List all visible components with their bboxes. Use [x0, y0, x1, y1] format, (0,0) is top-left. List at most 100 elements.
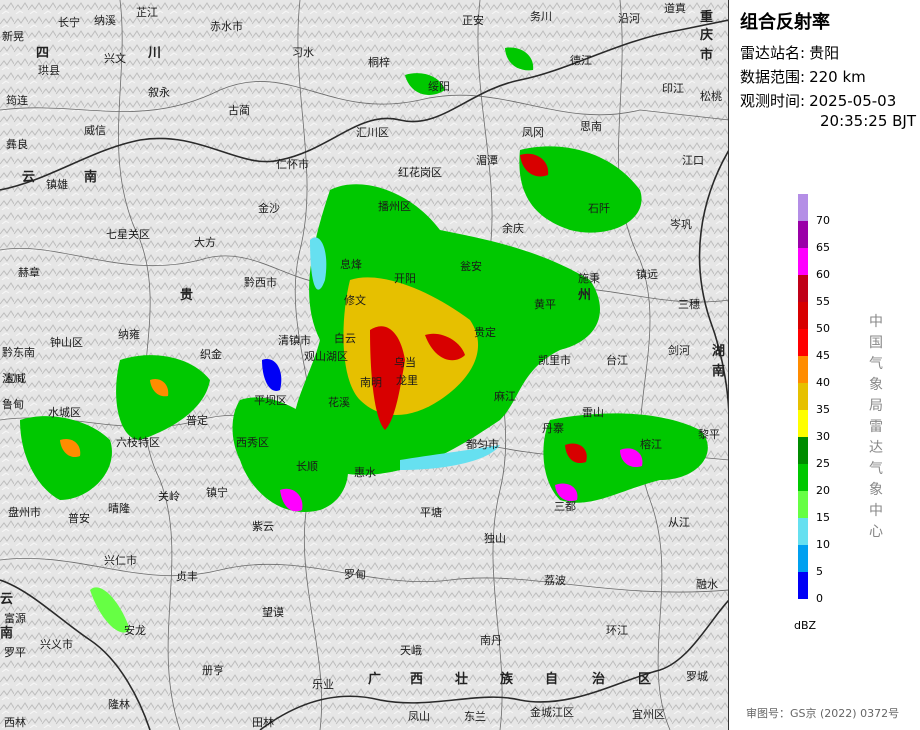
legend-swatch-5 — [798, 545, 808, 572]
province-label: 族 — [500, 672, 514, 687]
place-label: 大方 — [194, 236, 216, 249]
legend-label-15: 15 — [816, 511, 830, 524]
station-label: 雷达站名: — [740, 44, 806, 62]
info-panel: 组合反射率 雷达站名: 贵阳 数据范围: 220 km 观测时间: 2025-05-0… — [730, 0, 920, 730]
place-label: 施秉 — [578, 272, 600, 285]
place-label: 余庆 — [502, 222, 524, 235]
place-label: 凯里市 — [538, 354, 571, 367]
place-label: 镇远 — [636, 268, 658, 281]
place-label: 剑河 — [668, 344, 690, 357]
legend-label-60: 60 — [816, 268, 830, 281]
place-label: 黄平 — [534, 298, 556, 311]
legend-swatch-10 — [798, 518, 808, 545]
place-label: 凤山 — [408, 710, 430, 723]
station-row: 雷达站名: 贵阳 — [740, 42, 839, 63]
map-canvas — [0, 0, 728, 730]
radar-map[interactable]: 四 川 云 南 贵 州 重 庆 市 湖 南 广 西 壮 族 自 治 区 云 南 … — [0, 0, 729, 730]
legend-label-20: 20 — [816, 484, 830, 497]
place-label: 凤冈 — [522, 126, 544, 139]
place-label: 荔波 — [544, 574, 566, 587]
place-label: 紫云 — [252, 520, 274, 533]
province-label: 云 — [0, 592, 14, 607]
time-row: 观测时间: 2025-05-03 — [740, 90, 896, 111]
place-label: 芷江 — [136, 6, 158, 19]
province-label: 重 — [700, 10, 714, 25]
place-label: 纳雍 — [118, 328, 140, 341]
place-label: 纳溪 — [94, 14, 116, 27]
place-label: 三穗 — [678, 298, 700, 311]
legend-label-5: 5 — [816, 565, 823, 578]
range-label: 数据范围: — [740, 68, 806, 86]
place-label: 德江 — [570, 54, 592, 67]
place-label: 威信 — [84, 124, 106, 137]
place-label: 环江 — [606, 624, 628, 637]
legend-label-45: 45 — [816, 349, 830, 362]
place-label: 宜州区 — [632, 708, 665, 721]
place-label: 平塘 — [420, 506, 442, 519]
range-value: 220 km — [809, 68, 866, 86]
place-label: 彝良 — [6, 138, 28, 151]
province-label: 自 — [545, 672, 559, 687]
product-title: 组合反射率 — [740, 12, 830, 33]
place-label: 开阳 — [394, 272, 416, 285]
province-label: 云 — [22, 170, 36, 185]
place-label: 麻江 — [494, 390, 516, 403]
place-label: 雷山 — [582, 406, 604, 419]
range-row: 数据范围: 220 km — [740, 66, 866, 87]
place-label: 天峨 — [400, 644, 422, 657]
place-label: 兴仁市 — [104, 554, 137, 567]
legend-unit: dBZ — [794, 619, 817, 632]
province-label: 西 — [410, 672, 424, 687]
province-label: 川 — [148, 46, 162, 61]
legend-label-40: 40 — [816, 376, 830, 389]
legend-label-65: 65 — [816, 241, 830, 254]
place-label: 水城区 — [48, 406, 81, 419]
place-label: 习水 — [292, 46, 314, 59]
place-label: 沐川 — [2, 372, 24, 385]
place-label: 花溪 — [328, 396, 350, 409]
place-label: 南明 — [360, 376, 382, 389]
place-label: 西林 — [4, 716, 26, 729]
place-label: 册亨 — [202, 664, 224, 677]
province-label: 治 — [592, 672, 606, 687]
legend-swatch-45 — [798, 329, 808, 356]
place-label: 新晃 — [2, 30, 24, 43]
place-label: 观山湖区 — [304, 350, 348, 363]
legend-swatch-30 — [798, 410, 808, 437]
province-boundaries — [0, 19, 728, 730]
province-label: 庆 — [700, 28, 714, 43]
legend-label-25: 25 — [816, 457, 830, 470]
place-label: 黎平 — [698, 428, 720, 441]
province-label: 湖 — [712, 344, 726, 359]
place-label: 罗甸 — [344, 568, 366, 581]
place-label: 思南 — [580, 120, 602, 133]
place-label: 都匀市 — [466, 438, 499, 451]
place-label: 长宁 — [58, 16, 80, 29]
place-label: 富源 — [4, 612, 26, 625]
place-label: 黔东南 — [2, 346, 35, 359]
place-label: 龙里 — [396, 374, 418, 387]
place-label: 正安 — [462, 14, 484, 27]
place-label: 石阡 — [588, 202, 610, 215]
place-label: 红花岗区 — [398, 166, 442, 179]
place-label: 兴义市 — [40, 638, 73, 651]
place-label: 惠水 — [354, 466, 376, 479]
place-label: 仁怀市 — [276, 158, 309, 171]
legend-swatch-65 — [798, 221, 808, 248]
vendor-text: 中国气象局雷达气象中心 — [869, 314, 883, 540]
place-label: 榕江 — [640, 438, 662, 451]
place-label: 务川 — [530, 10, 552, 23]
legend-label-35: 35 — [816, 403, 830, 416]
place-label: 赤水市 — [210, 20, 243, 33]
place-label: 从江 — [668, 516, 690, 529]
place-label: 绥阳 — [428, 80, 450, 93]
place-label: 隆林 — [108, 698, 130, 711]
place-label: 独山 — [484, 532, 506, 545]
map-approval-number: 审图号：GS京 (2022) 0372号 — [746, 707, 900, 720]
legend-swatch-40 — [798, 356, 808, 383]
place-label: 罗平 — [4, 646, 26, 659]
time-clock: 20:35:25 BJT — [820, 112, 917, 130]
place-label: 平坝区 — [254, 394, 287, 407]
legend-label-55: 55 — [816, 295, 830, 308]
place-label: 桐梓 — [368, 56, 390, 69]
